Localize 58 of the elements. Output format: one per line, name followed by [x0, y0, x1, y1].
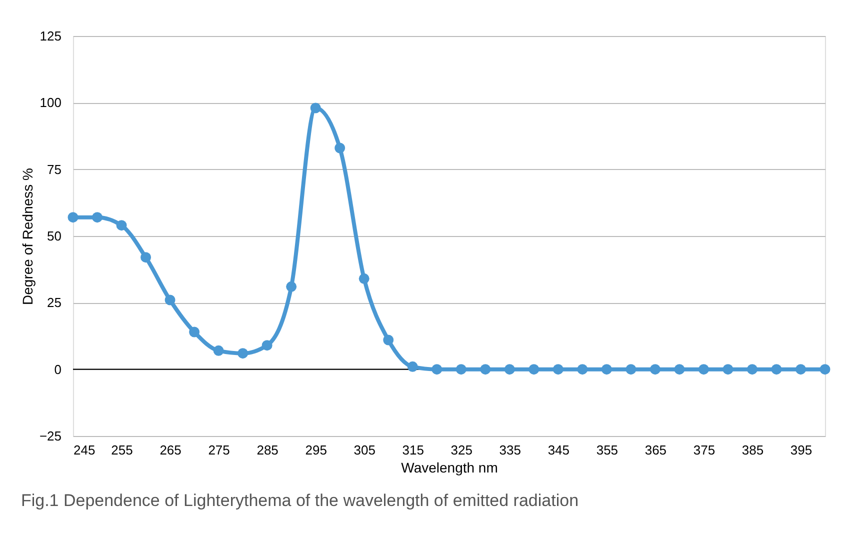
- y-tick-label: 125: [40, 28, 62, 44]
- point: [432, 364, 442, 375]
- y-tick-label: 0: [54, 362, 62, 377]
- y-tick-label: 25: [47, 295, 62, 310]
- point: [407, 361, 418, 372]
- point: [577, 364, 588, 375]
- x-tick-label: 315: [402, 442, 424, 458]
- x-tick-label: 335: [499, 442, 521, 458]
- point: [92, 212, 102, 223]
- x-tick-label: 385: [742, 442, 764, 458]
- x-tick-label: 395: [790, 442, 812, 458]
- point: [116, 220, 127, 231]
- point: [456, 364, 466, 375]
- y-tick-label: 50: [47, 228, 62, 244]
- point: [626, 364, 636, 375]
- x-tick-label: 295: [305, 442, 327, 458]
- point: [552, 364, 564, 375]
- point: [213, 345, 224, 356]
- point: [310, 102, 321, 114]
- point: [528, 364, 540, 375]
- point: [358, 273, 370, 284]
- x-tick-label: 325: [450, 442, 472, 458]
- point: [480, 364, 491, 375]
- point: [189, 326, 200, 338]
- x-tick-label: 255: [111, 442, 133, 458]
- x-tick-label: 285: [256, 442, 278, 458]
- y-tick-label: 100: [40, 95, 62, 110]
- y-axis-title: Degree of Redness %: [19, 168, 36, 305]
- x-tick-label: 265: [160, 442, 182, 458]
- x-tick-label: 275: [208, 442, 230, 458]
- point: [383, 334, 394, 346]
- point: [238, 348, 248, 359]
- point: [601, 364, 612, 375]
- y-tick-label: 75: [47, 162, 62, 177]
- x-tick-label: 365: [644, 442, 667, 458]
- x-tick-label: 345: [548, 442, 570, 458]
- x-tick-label: 375: [693, 442, 716, 458]
- point: [698, 364, 709, 375]
- point: [262, 340, 272, 351]
- point: [722, 364, 734, 375]
- point: [796, 364, 806, 375]
- point: [140, 252, 152, 263]
- x-axis-title: Wavelength nm: [401, 460, 498, 476]
- point: [504, 364, 515, 375]
- caption: Fig.1 Dependence of Lighterythema of the wavelength of emitted radiation: [20, 491, 579, 510]
- point: [286, 281, 297, 292]
- point: [771, 364, 782, 375]
- x-tick-label: 245: [74, 442, 96, 458]
- y-tick-label: −25: [39, 428, 62, 444]
- point: [674, 364, 685, 375]
- point: [68, 212, 78, 223]
- point: [650, 364, 660, 375]
- x-tick-label: 305: [354, 442, 376, 458]
- point: [334, 142, 346, 154]
- point: [746, 364, 758, 375]
- point: [820, 364, 830, 375]
- x-tick-label: 355: [596, 442, 618, 458]
- point: [164, 294, 176, 306]
